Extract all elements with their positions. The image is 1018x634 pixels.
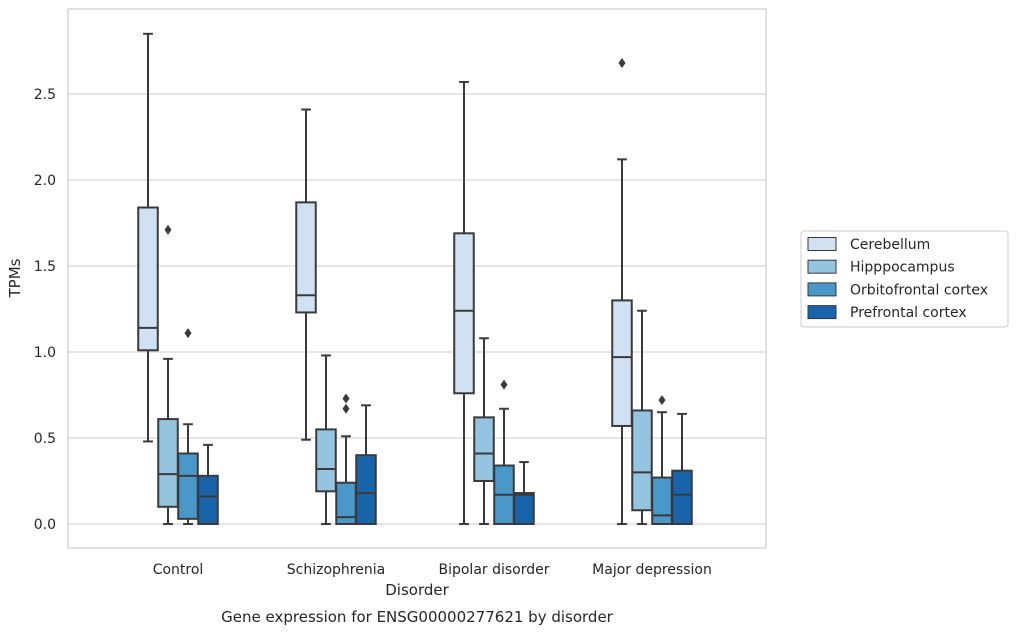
box-cerebellum (611, 58, 633, 525)
box-iqr (137, 206, 159, 352)
y-tick-label: 2.0 (34, 173, 56, 189)
legend-label: Cerebellum (850, 237, 930, 253)
legend-label: Hipppocampus (850, 260, 955, 276)
box-orbitofrontal-cortex (651, 395, 673, 525)
box-prefrontal-cortex (671, 412, 693, 525)
box-iqr (355, 454, 377, 526)
legend-swatch (807, 237, 837, 251)
box-iqr (197, 474, 219, 525)
outlier-point (164, 224, 172, 235)
outlier-point (500, 379, 508, 390)
x-tick-label: Major depression (592, 562, 712, 578)
tick-labels: 0.0 0.5 1.0 1.5 2.0 2.5 Control Schizophrenia Bi… (34, 87, 712, 578)
box-cerebellum (453, 80, 475, 525)
x-tick-label: Control (153, 562, 204, 578)
box-iqr (473, 416, 495, 482)
legend-swatch (807, 259, 837, 274)
box-hipppocampus (473, 337, 495, 525)
box-hipppocampus (631, 309, 653, 525)
legend: Cerebellum Hipppocampus Orbitofrontal cort… (800, 230, 1009, 328)
legend-label: Orbitofrontal cortex (850, 282, 988, 298)
box-iqr (611, 299, 633, 427)
legend-swatch (807, 305, 837, 320)
box-orbitofrontal-cortex (177, 328, 199, 525)
box-iqr (177, 452, 199, 520)
legend-frame (800, 230, 1009, 328)
box-hipppocampus (315, 354, 337, 525)
box-iqr (513, 492, 535, 526)
box-iqr (453, 232, 475, 395)
outlier-point (184, 328, 192, 339)
y-tick-label: 1.0 (34, 345, 56, 361)
box-iqr (671, 469, 693, 525)
outlier-point (618, 58, 626, 69)
x-tick-label: Schizophrenia (287, 562, 385, 578)
box-iqr (651, 476, 673, 525)
chart-caption: Gene expression for ENSG00000277621 by d… (221, 608, 614, 626)
y-tick-label: 0.5 (34, 431, 56, 447)
y-tick-label: 0.0 (34, 517, 56, 533)
box-orbitofrontal-cortex (335, 393, 357, 525)
box-cerebellum (137, 32, 159, 443)
box-iqr (295, 201, 317, 314)
x-axis-label: Disorder (385, 581, 449, 599)
box-prefrontal-cortex (197, 443, 219, 525)
y-tick-label: 1.5 (34, 259, 56, 275)
y-axis-label: TPMs (6, 258, 24, 298)
box-hipppocampus (157, 224, 179, 525)
outlier-point (342, 393, 350, 404)
gridlines (68, 93, 766, 525)
outlier-point (658, 395, 666, 406)
box-prefrontal-cortex (355, 404, 377, 526)
box-iqr (315, 428, 337, 493)
legend-label: Prefrontal cortex (850, 305, 967, 321)
box-iqr (157, 418, 179, 508)
box-orbitofrontal-cortex (493, 379, 515, 525)
x-tick-label: Bipolar disorder (438, 562, 549, 578)
box-iqr (631, 409, 653, 512)
plot-frame (67, 8, 767, 549)
outlier-point (342, 403, 350, 414)
legend-swatch (807, 282, 837, 297)
box-cerebellum (295, 108, 317, 441)
box-groups (137, 32, 693, 526)
box-prefrontal-cortex (513, 461, 535, 526)
y-tick-label: 2.5 (34, 87, 56, 103)
